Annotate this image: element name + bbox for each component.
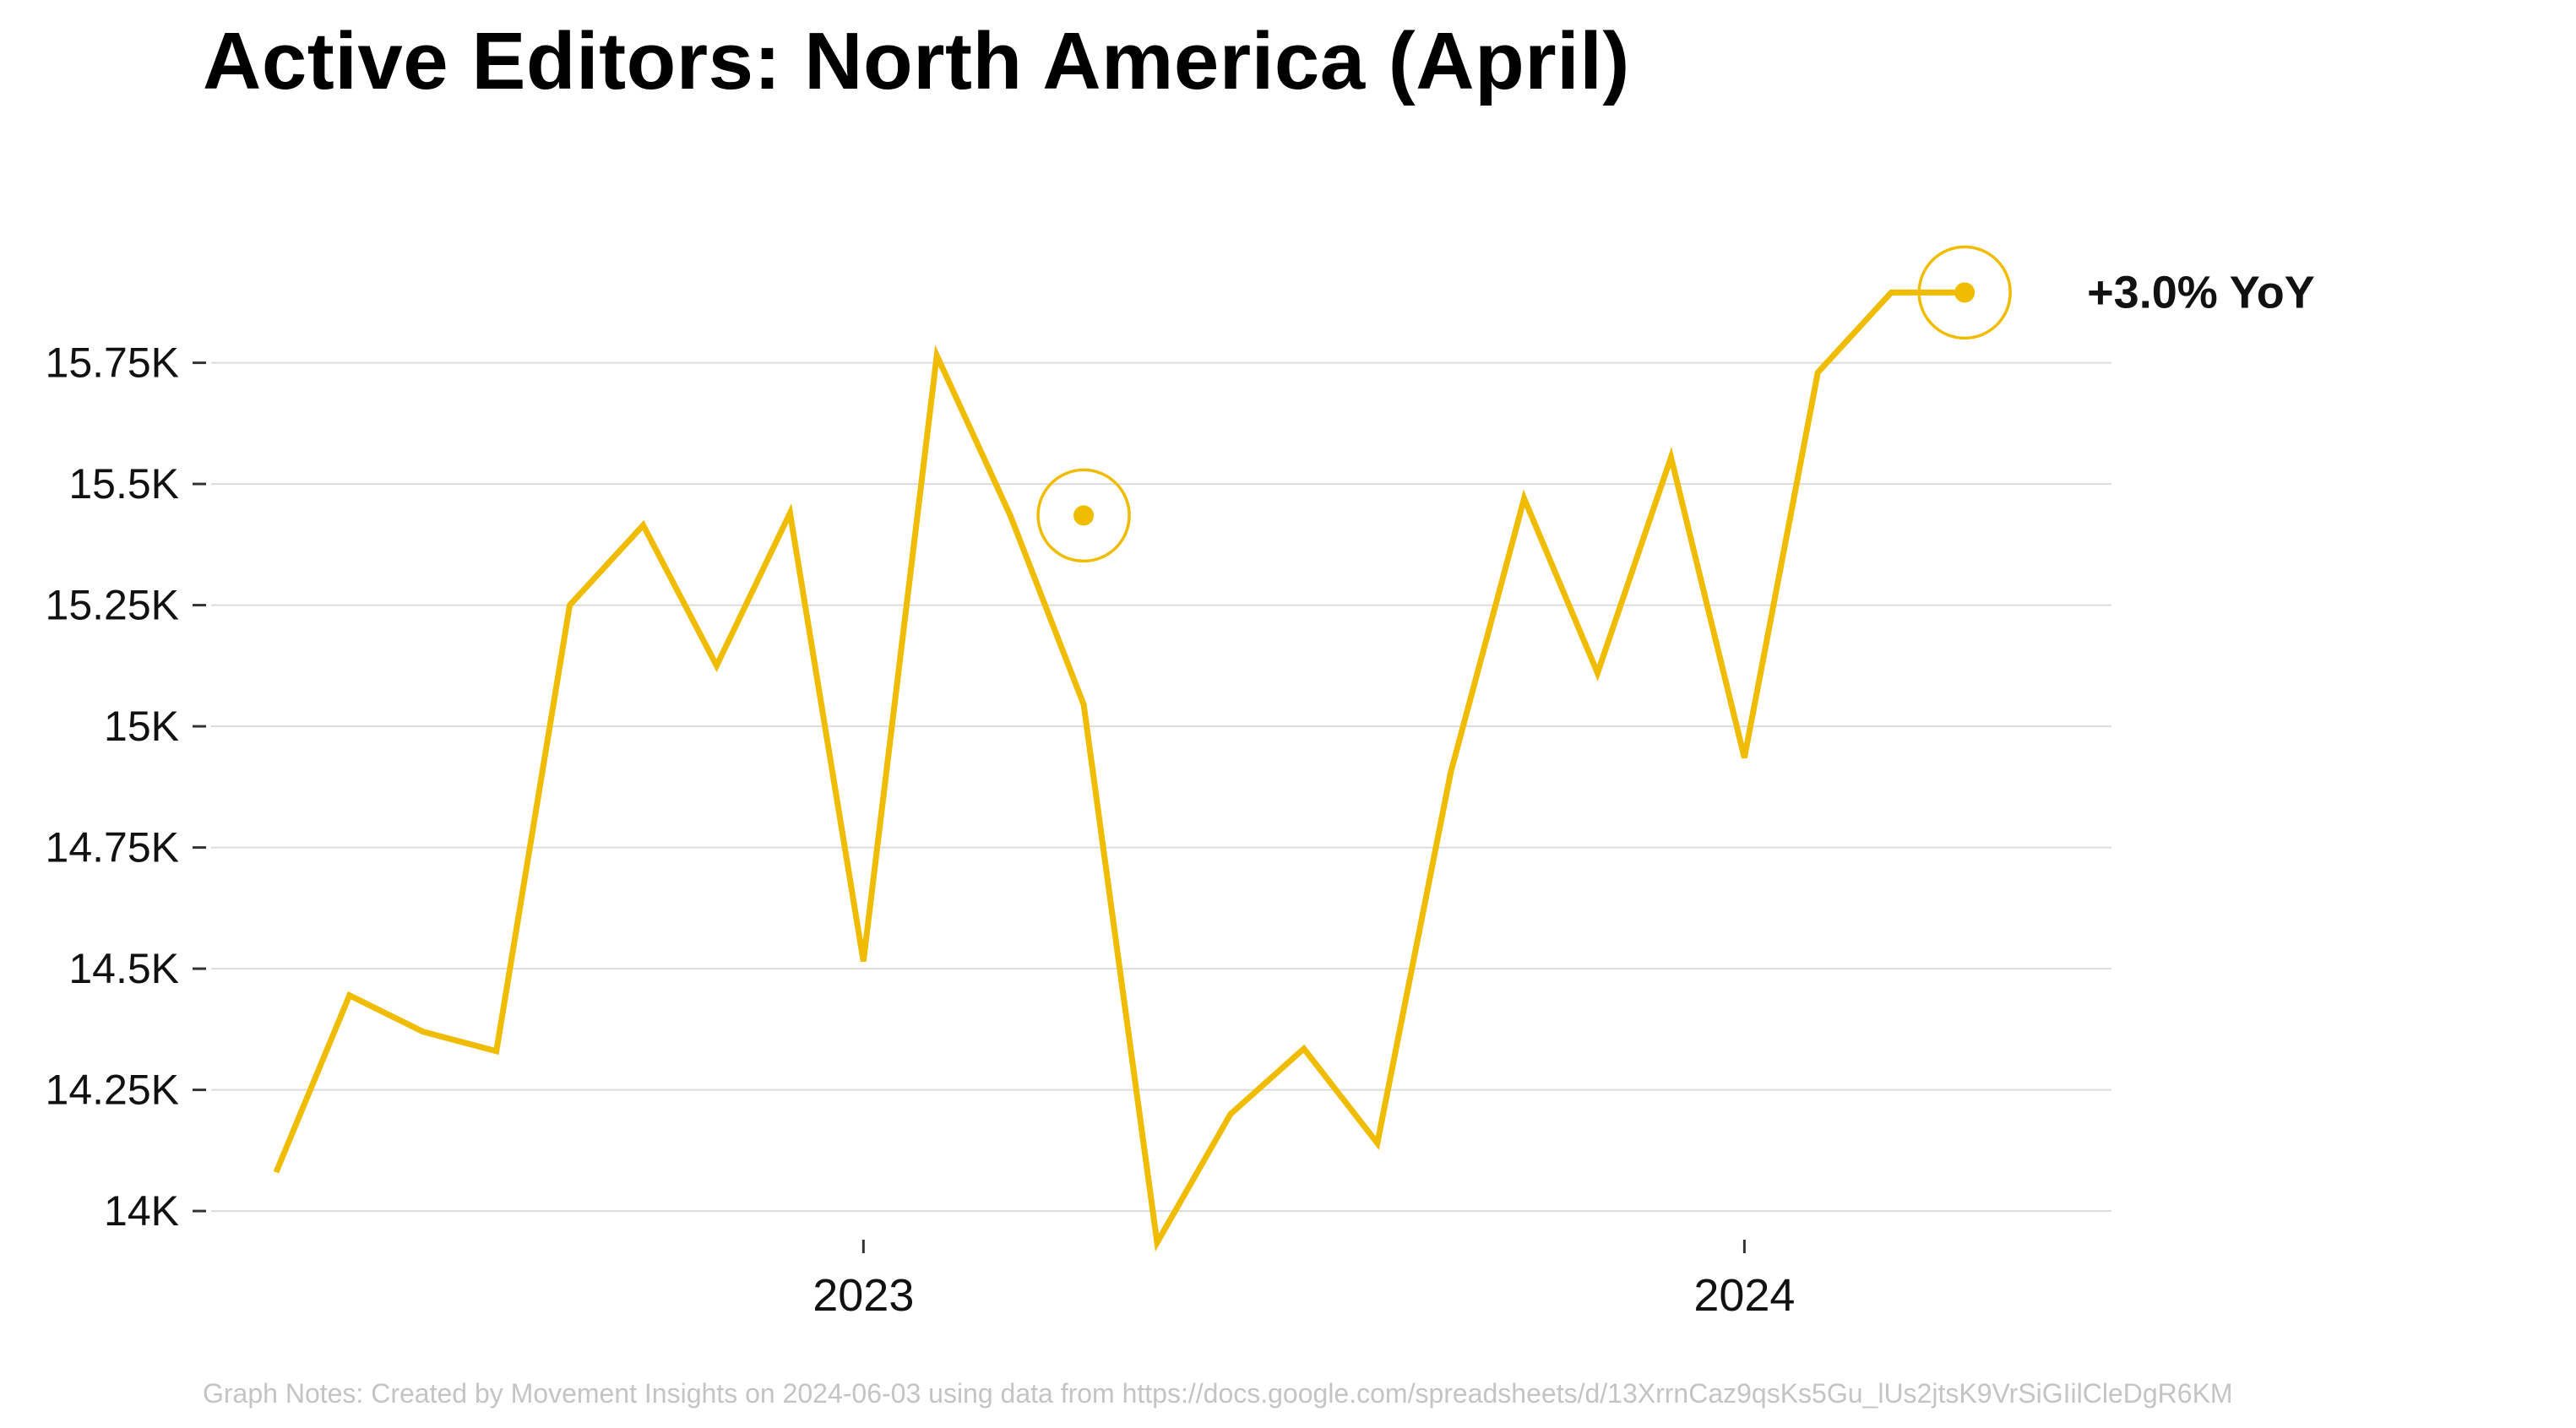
data-point xyxy=(1889,290,1894,296)
highlight-layer xyxy=(1036,245,2012,563)
y-tick-label: 14.5K xyxy=(68,945,179,992)
highlight-ring xyxy=(1036,468,1131,563)
chart-title: Active Editors: North America (April) xyxy=(203,16,1630,106)
data-point xyxy=(934,352,940,358)
x-axis: 2023 2024 xyxy=(812,1240,1795,1321)
data-point xyxy=(1742,755,1747,761)
data-point xyxy=(346,992,352,998)
data-point xyxy=(1595,670,1600,676)
data-point xyxy=(1521,496,1527,502)
y-tick-label: 14.75K xyxy=(46,824,179,871)
data-point xyxy=(493,1048,499,1054)
data-point xyxy=(1374,1140,1380,1146)
highlight-ring xyxy=(1917,245,2012,340)
series-layer xyxy=(273,289,1965,1252)
x-tick-label: 2024 xyxy=(1693,1270,1795,1321)
data-point xyxy=(420,1029,426,1034)
data-point xyxy=(1815,370,1821,376)
data-point xyxy=(1301,1045,1307,1051)
data-point xyxy=(714,663,720,669)
data-point xyxy=(861,958,867,964)
highlight-dot xyxy=(1073,505,1095,526)
annotation-layer: +3.0% YoY xyxy=(2087,267,2315,318)
data-point xyxy=(1155,1240,1160,1246)
yoy-annotation: +3.0% YoY xyxy=(2087,267,2315,318)
y-tick-label: 15.5K xyxy=(68,460,179,508)
y-tick-label: 14.25K xyxy=(46,1067,179,1114)
data-point xyxy=(640,522,646,528)
y-axis: 14K 14.25K 14.5K 14.75K 15K 15.25K 15.5K 15.75K xyxy=(46,339,206,1235)
data-point xyxy=(1227,1111,1233,1117)
y-tick-label: 14K xyxy=(104,1187,179,1235)
graph-notes: Graph Notes: Created by Movement Insight… xyxy=(203,1378,2233,1409)
highlight-dot xyxy=(1954,282,1975,303)
y-tick-label: 15.25K xyxy=(46,582,179,629)
data-point xyxy=(787,510,793,516)
series-line xyxy=(273,289,1965,1252)
grid-lines xyxy=(211,361,2111,1213)
data-point xyxy=(273,1170,279,1176)
data-point xyxy=(1081,702,1087,708)
data-point xyxy=(567,602,573,608)
data-point xyxy=(1668,454,1674,460)
data-point xyxy=(1008,513,1014,519)
data-point xyxy=(1448,769,1454,775)
y-tick-label: 15K xyxy=(104,703,179,750)
y-tick-label: 15.75K xyxy=(46,339,179,387)
x-tick-label: 2023 xyxy=(812,1270,914,1321)
